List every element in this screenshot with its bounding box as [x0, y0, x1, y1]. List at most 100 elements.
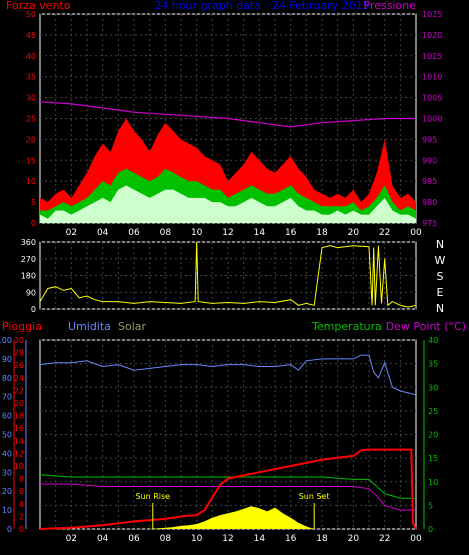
pressure-right-ticks: 975 980 985 990 995 1000 1005 1010 1015 1020 1025	[422, 10, 442, 228]
direction-series	[39, 241, 417, 308]
rain-tick-label: 2	[19, 512, 24, 521]
compass-label: E	[437, 286, 444, 299]
wind-tick-label: 50	[26, 10, 36, 19]
humidity-tick-label: 20	[2, 487, 12, 496]
pressure-tick-label: 995	[422, 135, 437, 144]
x-tick-label: 16	[285, 228, 297, 238]
humidity-tick-label: 80	[2, 374, 12, 383]
temperature-ticks: 0 5 10 15 20 25 30 35 40	[428, 336, 438, 534]
wind-tick-label: 30	[26, 94, 36, 103]
humidity-line	[39, 354, 417, 396]
temperature-tick-label: 25	[428, 407, 438, 416]
humidity-tick-label: 50	[2, 431, 12, 440]
x-tick-label: 14	[254, 534, 266, 544]
x-tick-label: 04	[97, 228, 109, 238]
x-tick-label: 08	[160, 534, 172, 544]
direction-tick-label: 90	[26, 288, 36, 297]
pressure-tick-label: 980	[422, 198, 437, 207]
x-tick-label: 20	[348, 228, 360, 238]
x-tick-label: 18	[316, 534, 328, 544]
humidity-tick-label: 70	[2, 393, 12, 402]
compass-label: N	[436, 302, 444, 315]
direction-tick-label: 360	[21, 238, 36, 247]
rain-line	[39, 448, 417, 530]
temperature-tick-label: 0	[428, 525, 433, 534]
sun-annotations: Sun Rise Sun Set	[135, 492, 330, 529]
temperature-line	[39, 474, 416, 499]
wind-tick-label: 10	[26, 177, 36, 186]
humidity-tick-label: 40	[2, 449, 12, 458]
pressure-tick-label: 990	[422, 156, 437, 165]
temperature-axis-label: Temperatura	[311, 320, 382, 333]
solar-axis-label: Solar	[118, 320, 147, 333]
wind-area	[40, 185, 416, 223]
pressure-tick-label: 1005	[422, 94, 442, 103]
solar-area	[146, 506, 315, 529]
rain-tick-label: 0	[19, 525, 24, 534]
direction-line	[39, 241, 417, 308]
humidity-tick-label: 60	[2, 412, 12, 421]
rain-tick-label: 28	[14, 349, 24, 358]
pressure-tick-label: 1020	[422, 31, 442, 40]
x-tick-label: 08	[160, 228, 172, 238]
direction-tick-label: 0	[31, 305, 36, 314]
chart-title: 24 hour graph data - 24 February 2015	[154, 0, 369, 12]
temperature-tick-label: 5	[428, 501, 433, 510]
rain-tick-label: 30	[14, 336, 24, 345]
direction-left-ticks: 0 90 180 270 360	[21, 238, 36, 314]
x-tick-label: 00	[410, 228, 422, 238]
x-tick-label: 02	[66, 228, 77, 238]
wind-tick-label: 5	[31, 198, 36, 207]
humidity-tick-label: 0	[7, 525, 12, 534]
humidity-tick-label: 90	[2, 355, 12, 364]
direction-tick-label: 180	[21, 272, 36, 281]
rain-tick-label: 8	[19, 475, 24, 484]
pressure-tick-label: 985	[422, 177, 437, 186]
temperature-tick-label: 40	[428, 336, 438, 345]
x-tick-label: 02	[66, 534, 77, 544]
pressure-tick-label: 1015	[422, 52, 442, 61]
wind-left-ticks: 0 5 10 15 20 25 30 35 40 45 50	[26, 10, 36, 228]
pressure-axis-label: Pressione	[364, 0, 417, 12]
x-tick-label: 20	[348, 534, 360, 544]
direction-grid	[40, 241, 416, 310]
x-tick-label: 18	[316, 228, 328, 238]
dewpoint-axis-label: Dew Point (°C)	[386, 320, 466, 333]
direction-tick-label: 270	[21, 255, 36, 264]
sun-annotation: Sun Rise	[135, 492, 170, 501]
humidity-tick-label: 100	[0, 336, 12, 345]
temperature-tick-label: 15	[428, 454, 438, 463]
pressure-tick-label: 975	[422, 219, 437, 228]
x-tick-label: 22	[379, 534, 390, 544]
wind-tick-label: 45	[26, 31, 36, 40]
wind-tick-label: 40	[26, 52, 36, 61]
humidity-tick-label: 30	[2, 468, 12, 477]
wind-tick-label: 20	[26, 135, 36, 144]
x-tick-label: 12	[222, 228, 233, 238]
humidity-ticks: 0 10 20 30 40 50 60 70 80 90 100	[0, 336, 12, 534]
x-tick-label: 14	[254, 228, 266, 238]
wind-tick-label: 0	[31, 219, 36, 228]
x-tick-label: 10	[191, 534, 203, 544]
rain-tick-label: 14	[14, 437, 24, 446]
rain-tick-label: 4	[19, 500, 24, 509]
pressure-tick-label: 1025	[422, 10, 442, 19]
pressure-tick-label: 1000	[422, 115, 442, 124]
climate-series	[39, 354, 417, 530]
temperature-tick-label: 10	[428, 478, 438, 487]
rain-tick-label: 22	[14, 386, 24, 395]
rain-tick-label: 26	[14, 361, 24, 370]
sun-annotation: Sun Set	[299, 492, 330, 501]
climate-x-ticks: 02 04 06 08 10 12 14 16 18 20 22 00	[66, 534, 422, 544]
rain-tick-label: 20	[14, 399, 24, 408]
wind-series	[39, 101, 416, 223]
x-tick-label: 04	[97, 534, 109, 544]
humidity-tick-label: 10	[2, 506, 12, 515]
x-tick-label: 16	[285, 534, 297, 544]
temperature-tick-label: 20	[428, 431, 438, 440]
temperature-tick-label: 35	[428, 360, 438, 369]
x-tick-label: 22	[379, 228, 390, 238]
